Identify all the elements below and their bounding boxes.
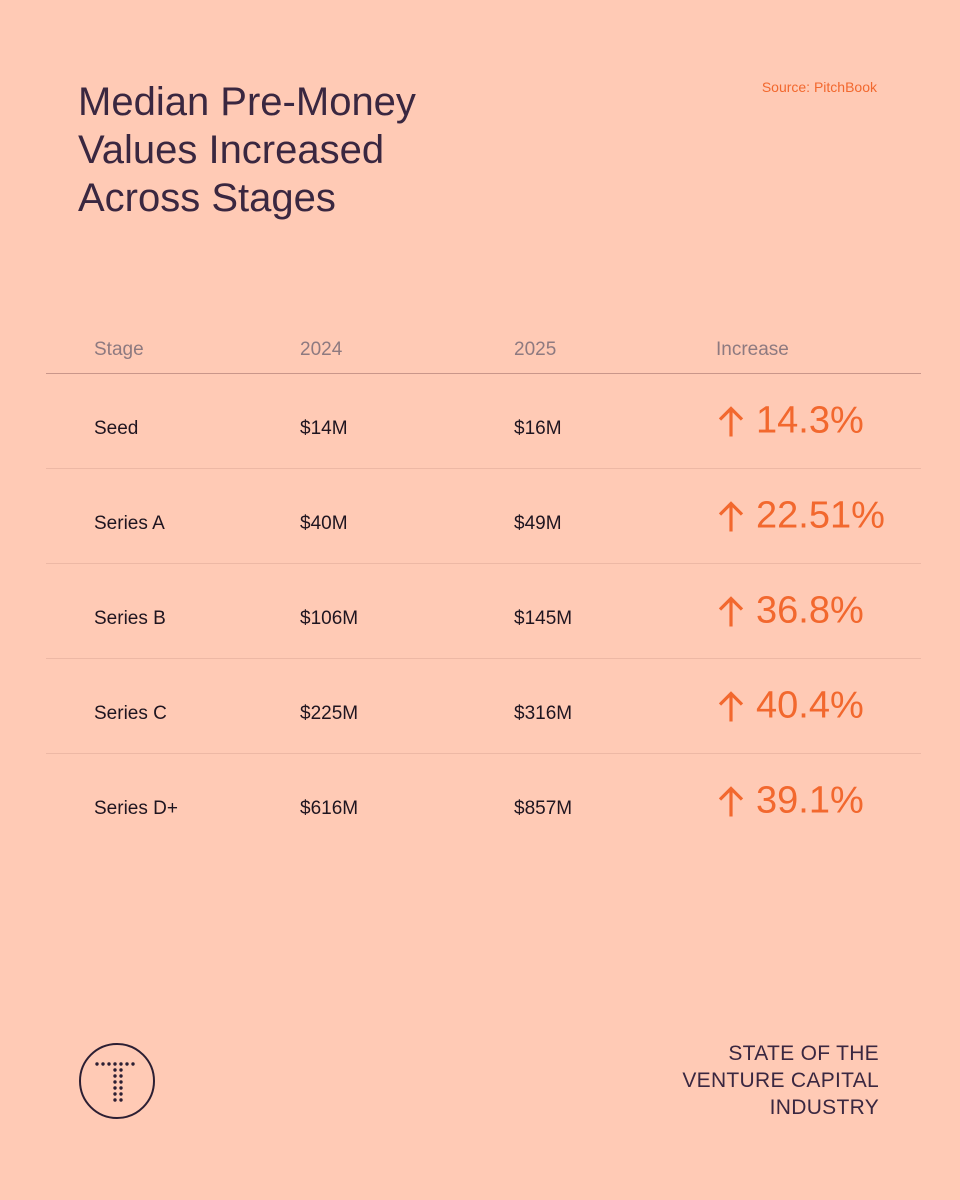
logo-dot [119, 1092, 123, 1096]
cell-stage: Series A [94, 513, 165, 534]
logo-dot [113, 1098, 117, 1102]
cell-2025: $16M [514, 418, 562, 439]
cell-stage: Series C [94, 703, 167, 724]
logo-dot [113, 1068, 117, 1072]
table-row: Series C $225M $316M 40.4% [46, 659, 921, 754]
logo-dot [107, 1062, 111, 1066]
logo-dot [119, 1098, 123, 1102]
header-increase: Increase [716, 339, 789, 360]
cell-stage: Series D+ [94, 798, 178, 819]
increase-value: 14.3% [756, 399, 864, 442]
table-header: Stage 2024 2025 Increase [46, 330, 921, 374]
cell-increase: 39.1% [716, 780, 864, 823]
report-label-line-1: STATE OF THE [728, 1042, 879, 1065]
logo-dot [119, 1068, 123, 1072]
arrow-up-icon [718, 690, 744, 721]
table-row: Series B $106M $145M 36.8% [46, 564, 921, 659]
logo-dot [113, 1086, 117, 1090]
logo-dot [113, 1092, 117, 1096]
valuation-table: Stage 2024 2025 Increase Seed $14M $16M 14.… [46, 330, 921, 848]
arrow-up-icon [718, 595, 744, 626]
cell-increase: 22.51% [716, 495, 885, 538]
increase-value: 36.8% [756, 589, 864, 632]
title-line-3: Across Stages [78, 176, 336, 220]
logo-dot [119, 1086, 123, 1090]
increase-value: 22.51% [756, 494, 885, 537]
report-label-line-2: VENTURE CAPITAL [682, 1069, 879, 1092]
table-row: Series A $40M $49M 22.51% [46, 469, 921, 564]
cell-increase: 36.8% [716, 590, 864, 633]
logo-dot [119, 1080, 123, 1084]
report-label: STATE OF THE VENTURE CAPITAL INDUSTRY [682, 1040, 879, 1121]
cell-increase: 14.3% [716, 400, 864, 443]
logo-dot [131, 1062, 135, 1066]
logo-dot [113, 1074, 117, 1078]
page-title: Median Pre-Money Values Increased Across… [78, 78, 498, 222]
logo-icon [79, 1043, 155, 1119]
logo-dot [101, 1062, 105, 1066]
header-2024: 2024 [300, 339, 343, 360]
cell-2025: $49M [514, 513, 562, 534]
cell-increase: 40.4% [716, 685, 864, 728]
table-row: Seed $14M $16M 14.3% [46, 374, 921, 469]
report-label-line-3: INDUSTRY [769, 1096, 879, 1119]
title-line-1: Median Pre-Money [78, 80, 416, 124]
table-row: Series D+ $616M $857M 39.1% [46, 754, 921, 848]
arrow-up-icon [718, 500, 744, 531]
logo-dot [113, 1062, 117, 1066]
logo-dot [95, 1062, 99, 1066]
source-label: Source: PitchBook [761, 79, 877, 95]
header-2025: 2025 [514, 339, 557, 360]
cell-stage: Seed [94, 418, 139, 439]
logo-dot [119, 1062, 123, 1066]
arrow-up-icon [718, 785, 744, 816]
cell-2024: $106M [300, 608, 359, 629]
cell-stage: Series B [94, 608, 166, 629]
title-line-2: Values Increased [78, 128, 385, 172]
cell-2024: $616M [300, 798, 359, 819]
logo-dot [125, 1062, 129, 1066]
arrow-up-icon [718, 405, 744, 436]
cell-2025: $316M [514, 703, 573, 724]
logo-dot [119, 1074, 123, 1078]
cell-2025: $857M [514, 798, 573, 819]
cell-2025: $145M [514, 608, 573, 629]
cell-2024: $225M [300, 703, 359, 724]
header-stage: Stage [94, 339, 144, 360]
cell-2024: $40M [300, 513, 348, 534]
increase-value: 39.1% [756, 779, 864, 822]
logo-dot [113, 1080, 117, 1084]
increase-value: 40.4% [756, 684, 864, 727]
cell-2024: $14M [300, 418, 348, 439]
table-body: Seed $14M $16M 14.3% Series A $40M $49M 22.51% S… [46, 374, 921, 848]
